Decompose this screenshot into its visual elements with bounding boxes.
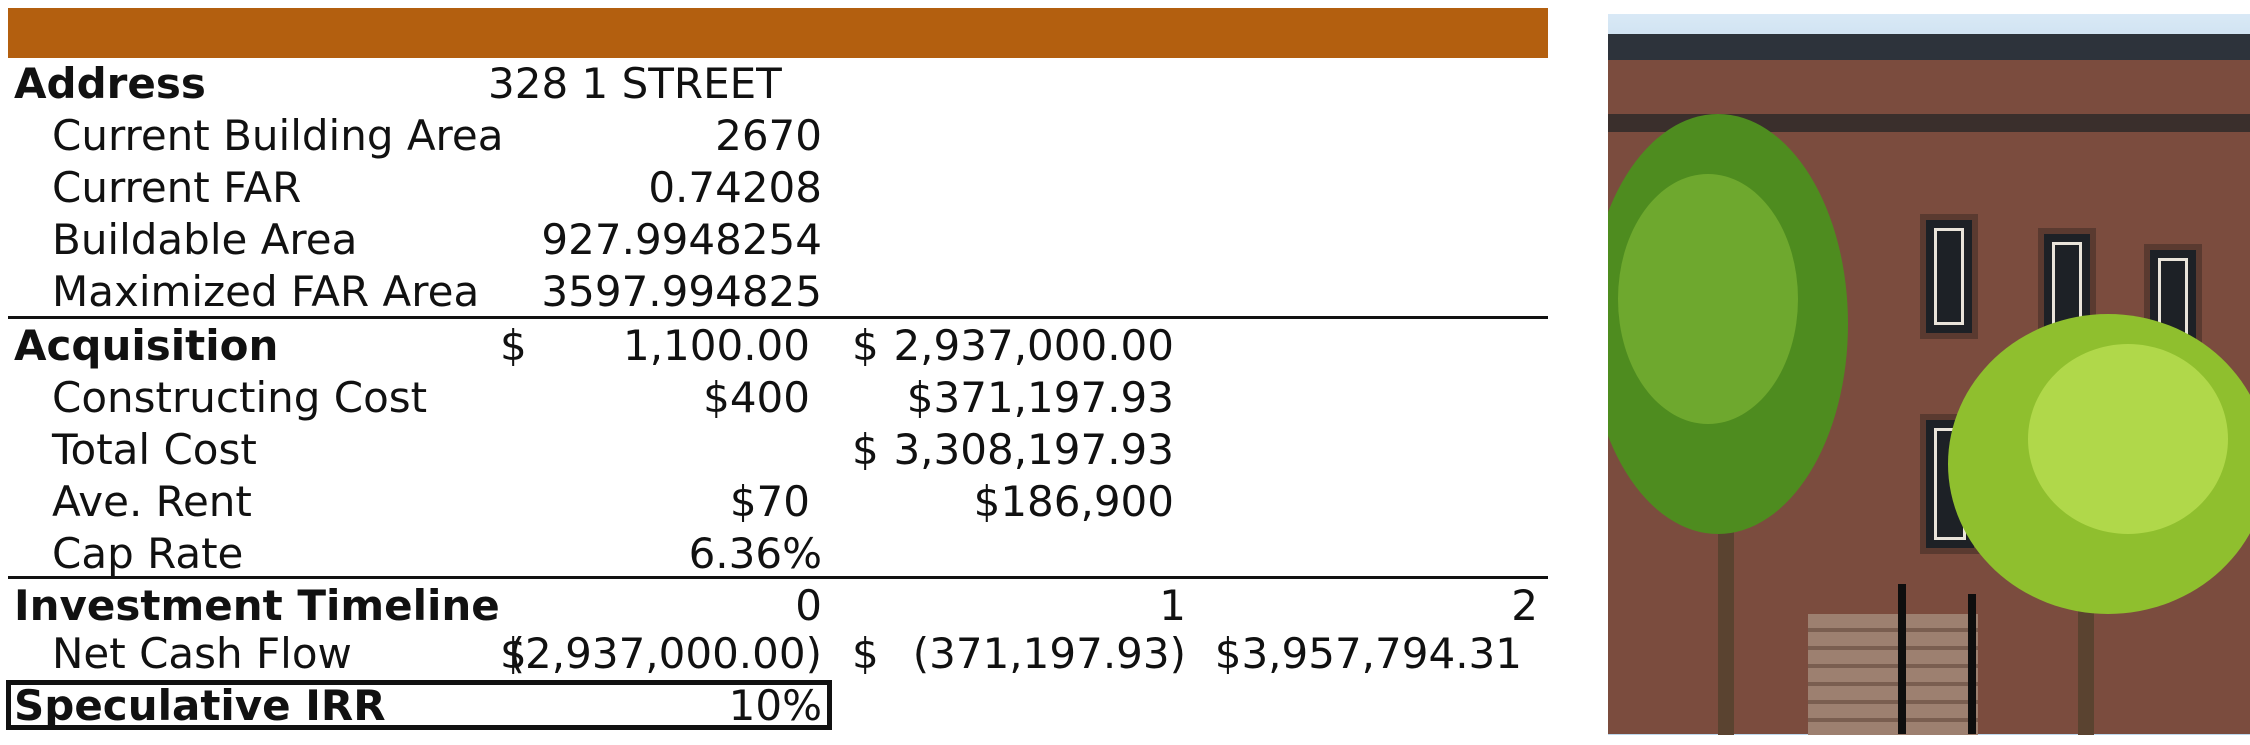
current-far-value: 0.74208 <box>648 163 822 212</box>
current-building-area-label: Current Building Area <box>52 111 504 160</box>
acquisition-per-unit: 1,100.00 <box>622 321 810 370</box>
cap-rate-value: 6.36% <box>688 529 822 578</box>
ave-rent-label: Ave. Rent <box>52 477 252 526</box>
irr-label: Speculative IRR <box>14 681 386 730</box>
cap-rate-label: Cap Rate <box>52 529 244 578</box>
cash-flow-0: (2,937,000.00) <box>508 629 822 678</box>
period-0: 0 <box>795 581 822 630</box>
ave-rent-per-unit: $70 <box>729 477 810 526</box>
current-far-label: Current FAR <box>52 163 302 212</box>
cash-flow-1: (371,197.93) <box>912 629 1186 678</box>
cash-flow-1-currency: $ <box>852 629 879 678</box>
buildable-area-value: 927.9948254 <box>541 215 822 264</box>
buildable-area-label: Buildable Area <box>52 215 358 264</box>
net-cash-flow-label: Net Cash Flow <box>52 629 352 678</box>
maximized-far-area-label: Maximized FAR Area <box>52 267 480 316</box>
brownstone-rowhouse-photo <box>1608 14 2250 735</box>
maximized-far-area-value: 3597.994825 <box>541 267 822 316</box>
acquisition-label: Acquisition <box>14 321 279 370</box>
acquisition-total: 2,937,000.00 <box>893 321 1174 370</box>
section-divider <box>8 316 1548 319</box>
ave-rent-total: $186,900 <box>973 477 1174 526</box>
total-cost-total: 3,308,197.93 <box>893 425 1174 474</box>
irr-value: 10% <box>728 681 822 730</box>
address-label: Address <box>14 59 206 108</box>
acquisition-total-currency: $ <box>852 321 879 370</box>
constructing-cost-label: Constructing Cost <box>52 373 428 422</box>
constructing-cost-total: $371,197.93 <box>906 373 1174 422</box>
cash-flow-0-currency: $ <box>500 629 527 678</box>
acquisition-currency: $ <box>500 321 527 370</box>
address-value: 328 1 STREET <box>488 59 782 108</box>
period-2: 2 <box>1511 581 1538 630</box>
irr-highlight-box <box>6 680 832 730</box>
cash-flow-2: $3,957,794.31 <box>1214 629 1522 678</box>
header-color-bar <box>8 8 1548 58</box>
total-cost-label: Total Cost <box>52 425 257 474</box>
section-divider <box>8 576 1548 579</box>
constructing-cost-per-unit: $400 <box>703 373 810 422</box>
current-building-area-value: 2670 <box>715 111 822 160</box>
investment-timeline-label: Investment Timeline <box>14 581 500 630</box>
total-cost-currency: $ <box>852 425 879 474</box>
period-1: 1 <box>1159 581 1186 630</box>
